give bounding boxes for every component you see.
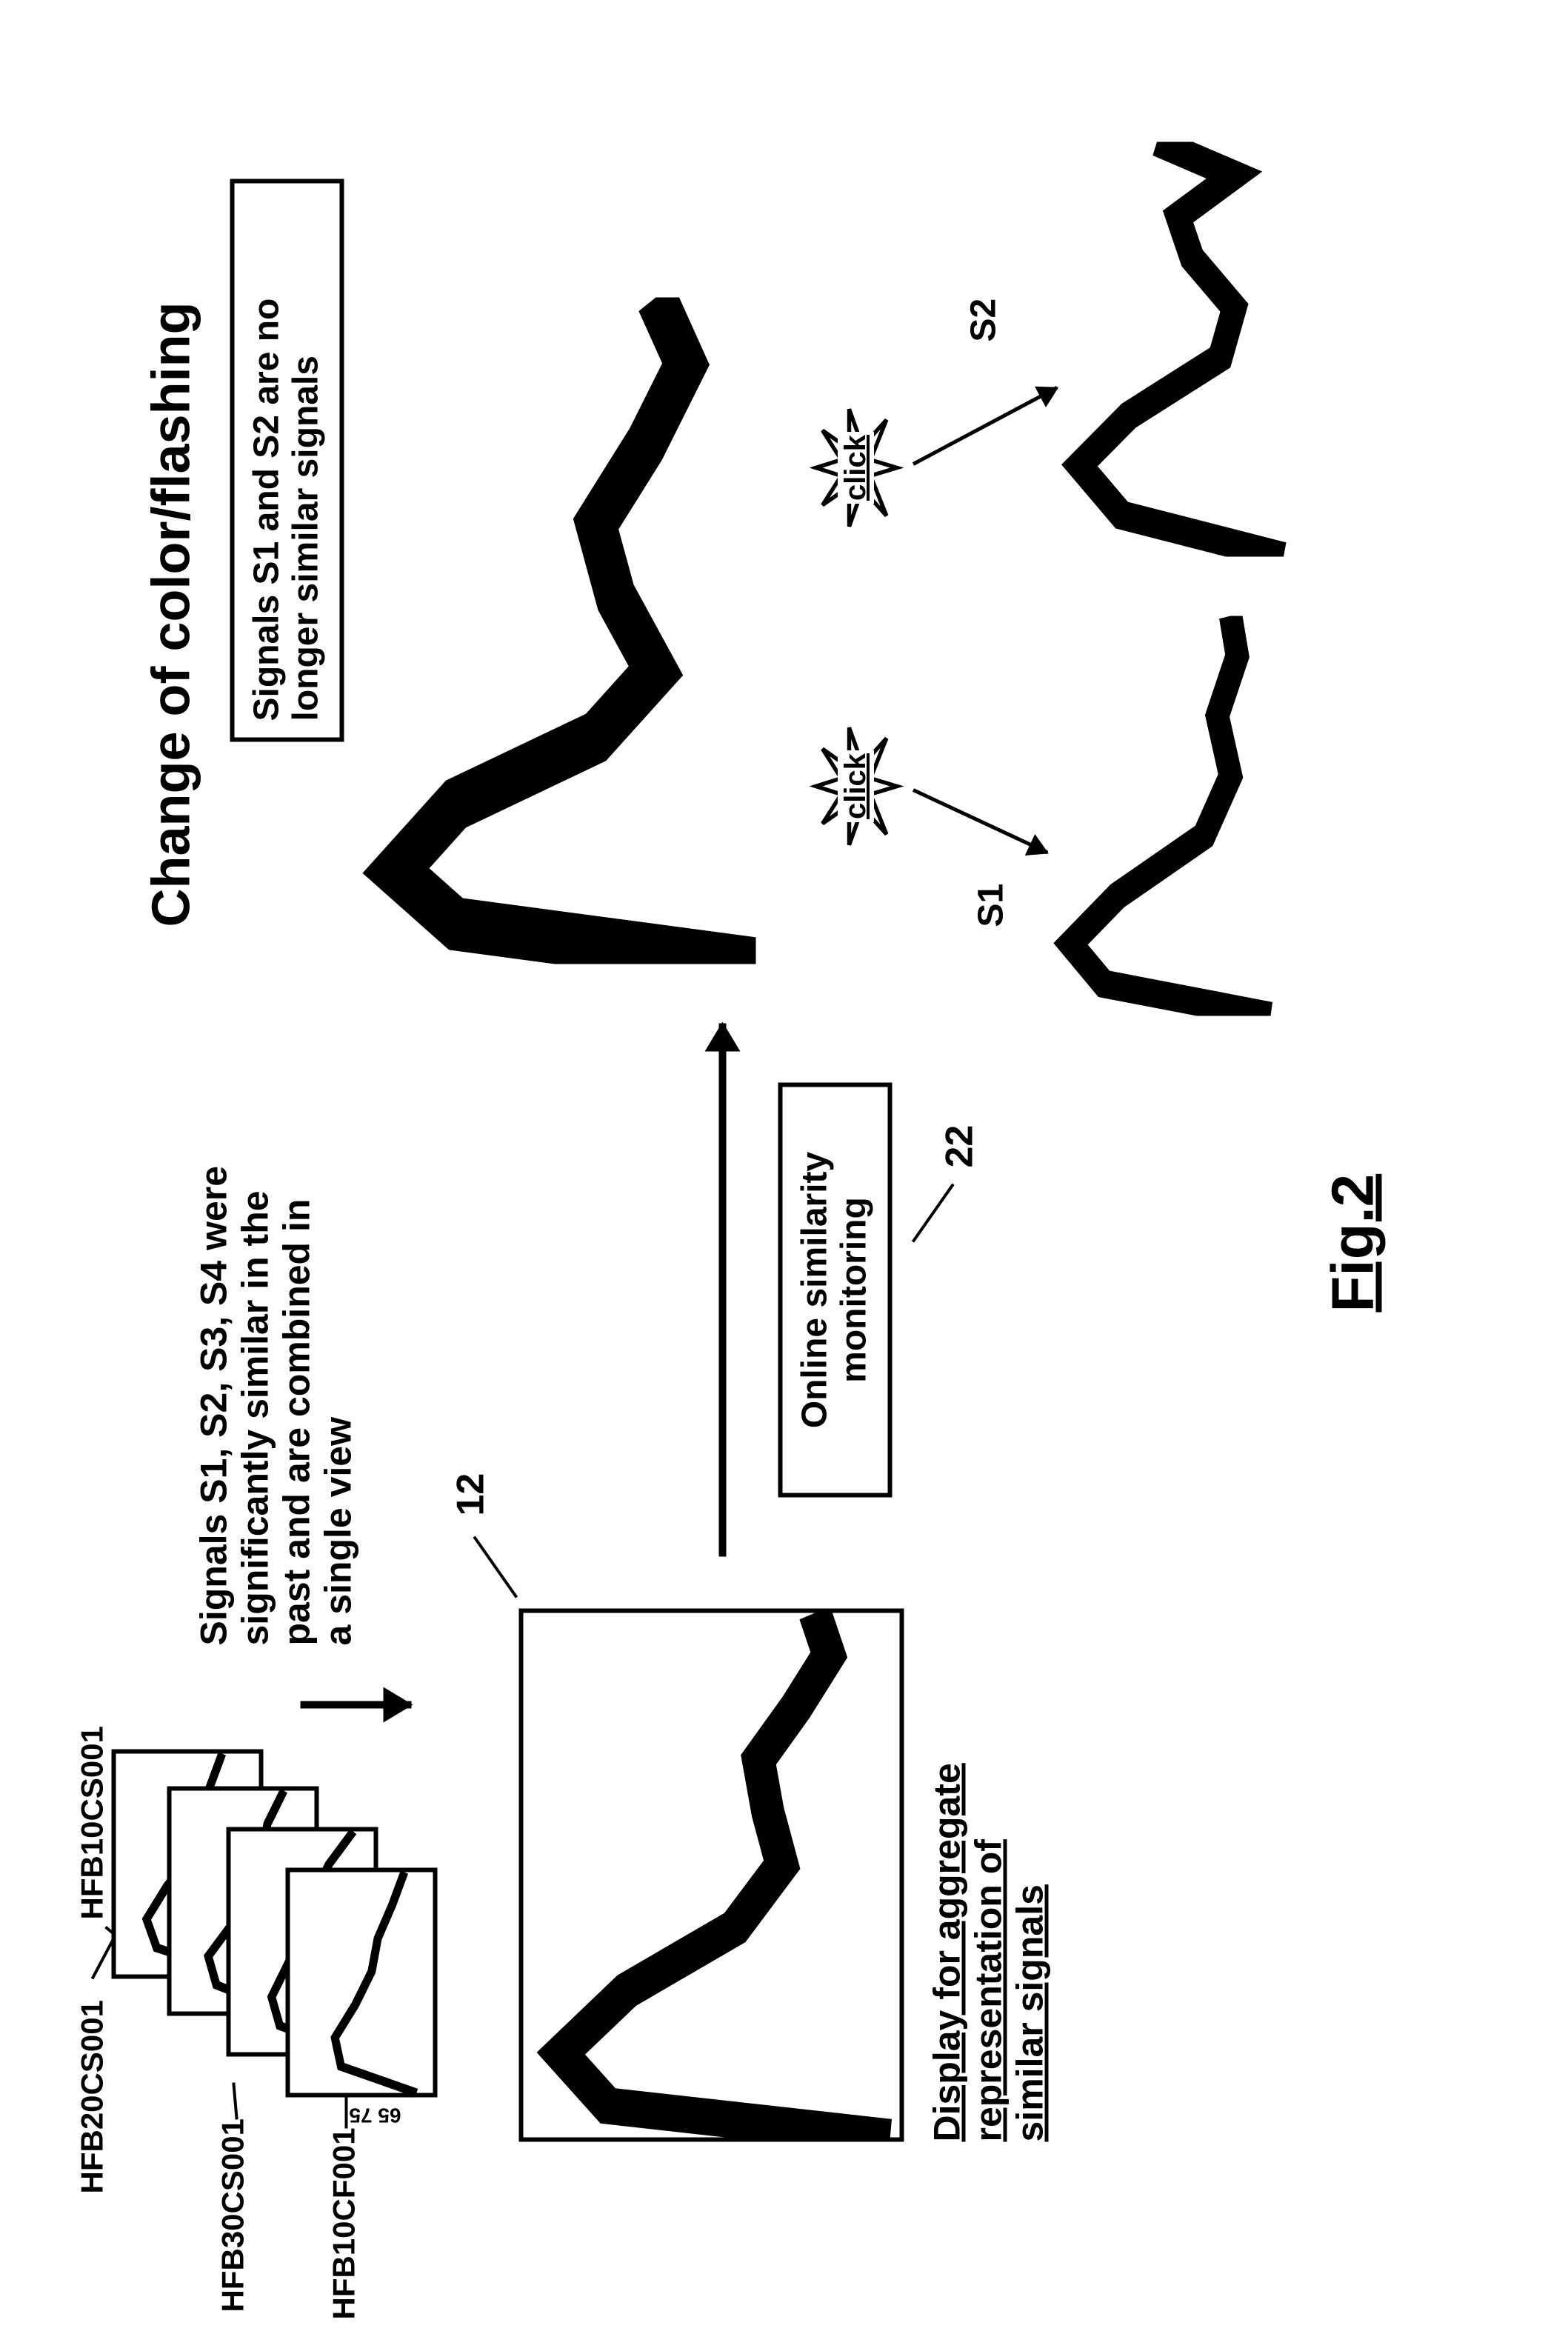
aggregate-caption: Display for aggregate representation of … <box>926 1608 1050 2141</box>
aggregate-chart[interactable] <box>518 1608 904 2141</box>
stacked-source-charts: HFB20CS001 HFB10CS001 HFB30CS001 HFB10CF… <box>96 1756 481 2215</box>
arrow-to-s2-icon <box>912 386 1058 466</box>
label-s2: S2 <box>963 298 1004 341</box>
ref-leader-22 <box>911 1183 954 1242</box>
mini-chart-4: 65 75 <box>285 1867 437 2097</box>
curve-s1 <box>1037 616 1304 1016</box>
ref-22: 22 <box>937 1124 981 1167</box>
figure-number: Fig.2 <box>1318 1173 1387 1312</box>
arrow-right-icon <box>718 1023 726 1556</box>
label-s1: S1 <box>970 883 1011 927</box>
signal-label-1: HFB20CS001 <box>74 2000 110 2193</box>
diverged-combined-curve[interactable] <box>356 297 755 964</box>
signal-label-4: HFB10CF001 <box>326 2127 361 2319</box>
description-similar-signals: Signals S1, S2, S3, S4 were significantl… <box>193 978 358 1645</box>
arrow-down-icon <box>300 1701 411 1708</box>
arrow-to-s1-icon <box>912 788 1047 854</box>
click-burst-s1[interactable]: click <box>807 719 904 853</box>
signal-label-2: HFB10CS001 <box>74 1726 110 1919</box>
click-burst-s2[interactable]: click <box>807 401 904 534</box>
ref-12: 12 <box>448 1473 493 1516</box>
online-monitoring-box: Online similarity monitoring <box>778 1082 892 1497</box>
curve-s2 <box>1037 141 1318 556</box>
title-change-color: Change of color/flashing <box>141 301 201 927</box>
ref-leader-12 <box>473 1536 518 1598</box>
signal-label-3: HFB30CS001 <box>215 2118 250 2312</box>
signals-diverged-box: Signals S1 and S2 are no longer similar … <box>230 179 344 741</box>
figure-2-rotated: HFB20CS001 HFB10CS001 HFB30CS001 HFB10CF… <box>0 0 1568 2334</box>
